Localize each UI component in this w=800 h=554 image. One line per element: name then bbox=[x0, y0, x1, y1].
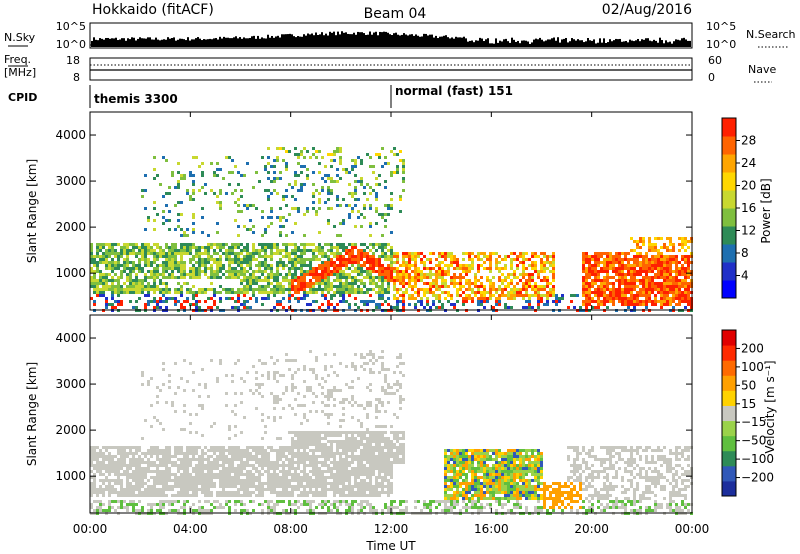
colorbar-swatch bbox=[722, 345, 736, 361]
colorbar-tick-label: 100 bbox=[741, 360, 764, 374]
colorbar-swatch bbox=[722, 375, 736, 391]
nsearch-tick-top: 10^5 bbox=[706, 20, 736, 33]
colorbar-tick-label: −200 bbox=[741, 471, 774, 485]
colorbar-swatch bbox=[722, 136, 736, 155]
colorbar-swatch bbox=[722, 280, 736, 299]
colorbar-tick-label: −50 bbox=[741, 434, 766, 448]
x-axis-ticks: 00:00 04:00 08:00 12:00 16:00 20:00 00:00 bbox=[73, 112, 710, 536]
y-tick-label: 4000 bbox=[55, 128, 86, 142]
colorbar-swatch bbox=[722, 390, 736, 406]
nsearch-tick-bottom: 10^0 bbox=[706, 38, 736, 51]
colorbar-tick-label: 16 bbox=[741, 201, 756, 215]
x-tick-label: 20:00 bbox=[574, 522, 609, 536]
colorbar-tick-label: 4 bbox=[741, 269, 749, 283]
x-axis-label: Time UT bbox=[365, 539, 416, 553]
colorbar-swatch bbox=[722, 360, 736, 376]
velocity-colorbar-label: Velocity [m s⁻¹] bbox=[763, 360, 777, 453]
freq-label-1: Freq. bbox=[4, 53, 31, 66]
velocity-yticks: 4000 3000 2000 1000 bbox=[55, 331, 692, 483]
velocity-ylabel: Slant Range [km] bbox=[25, 362, 39, 466]
colorbar-tick-label: 200 bbox=[741, 341, 764, 355]
velocity-colorbar: 200 100 50 15 −15 −50 −100 −200 bbox=[721, 329, 774, 497]
nave-tick-top: 60 bbox=[708, 54, 722, 67]
nsky-bars bbox=[90, 31, 692, 47]
y-tick-label: 2000 bbox=[55, 220, 86, 234]
colorbar-swatch bbox=[722, 420, 736, 437]
nave-tick-bottom: 0 bbox=[708, 71, 715, 84]
date-title: 02/Aug/2016 bbox=[602, 2, 692, 18]
y-tick-label: 2000 bbox=[55, 423, 86, 437]
x-tick-label: 12:00 bbox=[374, 522, 409, 536]
y-tick-label: 4000 bbox=[55, 331, 86, 345]
velocity-heatmap bbox=[90, 350, 693, 515]
colorbar-swatch bbox=[722, 330, 736, 346]
nsearch-label: N.Search bbox=[746, 28, 796, 41]
power-ylabel: Slant Range [km] bbox=[25, 159, 39, 263]
colorbar-tick-label: −100 bbox=[741, 452, 774, 466]
station-title: Hokkaido (fitACF) bbox=[92, 2, 214, 18]
freq-tick-top: 18 bbox=[66, 54, 80, 67]
x-tick-label: 16:00 bbox=[474, 522, 509, 536]
freq-tick-bottom: 8 bbox=[73, 71, 80, 84]
freq-label-2: [MHz] bbox=[4, 66, 36, 79]
colorbar-tick-label: 8 bbox=[741, 246, 749, 260]
colorbar-tick-label: 12 bbox=[741, 224, 756, 238]
colorbar-swatch bbox=[722, 435, 736, 452]
colorbar-swatch bbox=[722, 480, 736, 497]
colorbar-swatch bbox=[722, 262, 736, 281]
cpid-segment-1: themis 3300 bbox=[94, 92, 178, 106]
colorbar-swatch bbox=[722, 244, 736, 263]
x-tick-label: 00:00 bbox=[73, 522, 108, 536]
freq-strip-frame bbox=[89, 57, 693, 81]
colorbar-tick-label: 50 bbox=[741, 378, 756, 392]
power-yticks: 4000 3000 2000 1000 bbox=[55, 128, 692, 280]
cpid-segment-2: normal (fast) 151 bbox=[395, 84, 513, 98]
nsky-tick-top: 10^5 bbox=[56, 20, 86, 33]
colorbar-swatch bbox=[722, 465, 736, 482]
colorbar-tick-label: 24 bbox=[741, 156, 756, 170]
nave-label: Nave bbox=[748, 63, 776, 76]
colorbar-swatch bbox=[722, 190, 736, 209]
y-tick-label: 3000 bbox=[55, 174, 86, 188]
y-tick-label: 3000 bbox=[55, 377, 86, 391]
nsky-label: N.Sky bbox=[4, 31, 36, 44]
beam-title: Beam 04 bbox=[364, 6, 427, 22]
x-tick-label: 04:00 bbox=[173, 522, 208, 536]
y-tick-label: 1000 bbox=[55, 266, 86, 280]
colorbar-tick-label: 15 bbox=[741, 397, 756, 411]
x-tick-label: 08:00 bbox=[273, 522, 308, 536]
y-tick-label: 1000 bbox=[55, 469, 86, 483]
colorbar-tick-label: 28 bbox=[741, 134, 756, 148]
cpid-label: CPID bbox=[8, 91, 37, 104]
nsky-tick-bottom: 10^0 bbox=[56, 38, 86, 51]
colorbar-swatch bbox=[722, 208, 736, 227]
power-heatmap bbox=[90, 147, 693, 312]
colorbar-swatch bbox=[722, 172, 736, 191]
colorbar-swatch bbox=[722, 226, 736, 245]
colorbar-swatch bbox=[722, 450, 736, 467]
nsky-strip-frame bbox=[89, 22, 693, 49]
colorbar-swatch bbox=[722, 405, 736, 422]
colorbar-swatch bbox=[722, 118, 736, 137]
power-colorbar-label: Power [dB] bbox=[759, 178, 773, 243]
colorbar-tick-label: 20 bbox=[741, 179, 756, 193]
x-tick-label: 00:00 bbox=[675, 522, 710, 536]
power-colorbar: 28 24 20 16 12 8 4 bbox=[721, 117, 756, 299]
colorbar-tick-label: −15 bbox=[741, 415, 766, 429]
colorbar-swatch bbox=[722, 154, 736, 173]
